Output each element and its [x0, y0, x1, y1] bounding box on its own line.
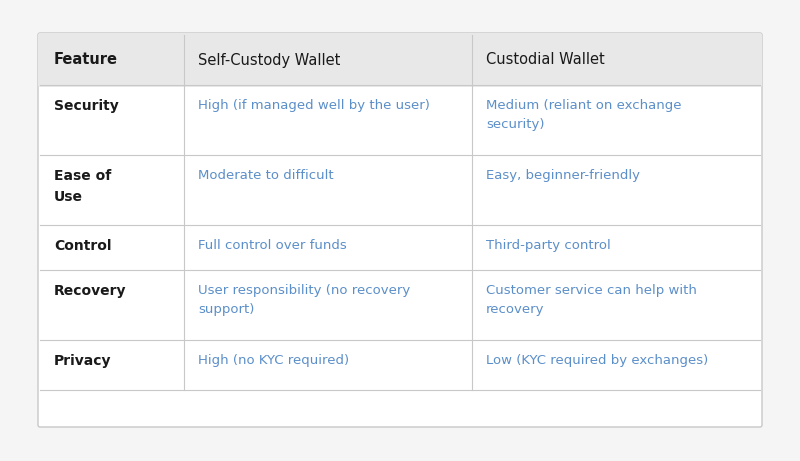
Bar [40, 340, 760, 390]
Text: Self-Custody Wallet: Self-Custody Wallet [198, 53, 340, 67]
Text: Customer service can help with
recovery: Customer service can help with recovery [486, 284, 697, 316]
Text: Full control over funds: Full control over funds [198, 239, 346, 252]
Text: Low (KYC required by exchanges): Low (KYC required by exchanges) [486, 354, 708, 367]
Text: Ease of
Use: Ease of Use [54, 169, 111, 204]
Bar [40, 155, 760, 225]
Text: Easy, beginner-friendly: Easy, beginner-friendly [486, 169, 640, 182]
FancyBboxPatch shape [38, 33, 762, 87]
Bar [40, 225, 760, 270]
Text: Control: Control [54, 239, 111, 253]
Text: Feature: Feature [54, 53, 118, 67]
Text: Moderate to difficult: Moderate to difficult [198, 169, 334, 182]
Bar [40, 85, 760, 155]
Text: Privacy: Privacy [54, 354, 111, 368]
Text: High (if managed well by the user): High (if managed well by the user) [198, 99, 430, 112]
Text: Custodial Wallet: Custodial Wallet [486, 53, 605, 67]
Text: Recovery: Recovery [54, 284, 126, 298]
Text: Security: Security [54, 99, 118, 113]
FancyBboxPatch shape [38, 33, 762, 427]
Text: User responsibility (no recovery
support): User responsibility (no recovery support… [198, 284, 410, 316]
Bar [40, 81, 760, 87]
Text: Third-party control: Third-party control [486, 239, 610, 252]
Bar [40, 270, 760, 340]
Text: Medium (reliant on exchange
security): Medium (reliant on exchange security) [486, 99, 682, 131]
Text: High (no KYC required): High (no KYC required) [198, 354, 349, 367]
